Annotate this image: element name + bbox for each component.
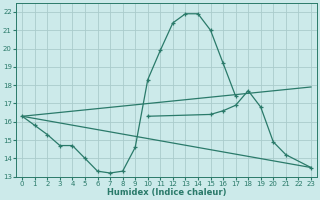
X-axis label: Humidex (Indice chaleur): Humidex (Indice chaleur) xyxy=(107,188,226,197)
